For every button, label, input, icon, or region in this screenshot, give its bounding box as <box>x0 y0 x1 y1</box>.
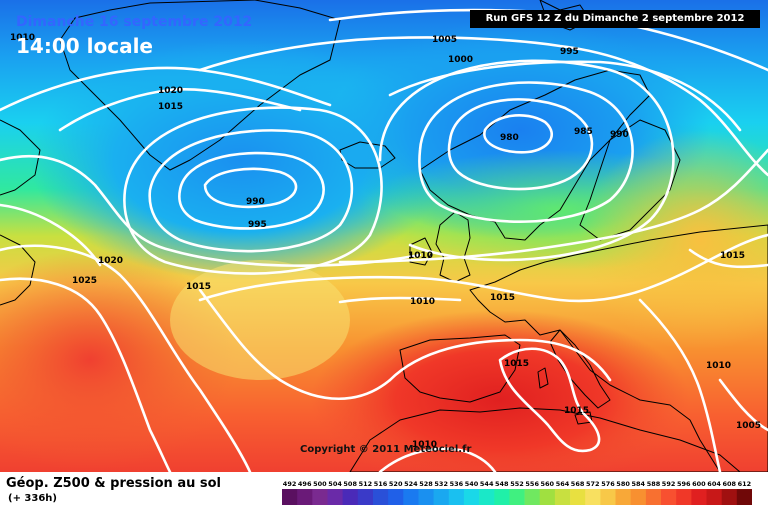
scale-swatch <box>721 489 738 505</box>
scale-tick-label: 608 <box>723 480 737 488</box>
scale-swatch <box>388 489 404 505</box>
isobar-label: 1010 <box>706 361 731 371</box>
scale-tick-label: 564 <box>556 480 570 488</box>
isobar-label: 1005 <box>736 421 761 431</box>
scale-swatch <box>615 489 631 505</box>
scale-tick-label: 540 <box>465 480 479 488</box>
isobar-label: 990 <box>610 130 629 140</box>
scale-swatch <box>312 489 328 505</box>
legend-bar: Géop. Z500 & pression au sol (+ 336h) 49… <box>0 472 768 512</box>
scale-tick-label: 612 <box>738 480 752 488</box>
scale-tick-label: 492 <box>283 480 297 488</box>
legend-subtitle: (+ 336h) <box>8 493 57 504</box>
isobar-label: 985 <box>574 127 593 137</box>
isobar-labels: 1010 1005 995 1000 1020 1015 980 985 990… <box>10 33 761 450</box>
scale-swatch <box>509 489 525 505</box>
isobar-label: 1015 <box>490 293 515 303</box>
scale-tick-label: 536 <box>450 480 464 488</box>
scale-tick-label: 528 <box>419 480 433 488</box>
scale-swatch <box>373 489 389 505</box>
scale-tick-label: 496 <box>298 480 312 488</box>
scale-swatch <box>630 489 647 505</box>
scale-tick-label: 604 <box>707 480 721 488</box>
isobar-label: 995 <box>560 47 579 57</box>
isobars <box>0 8 768 472</box>
scale-swatch <box>706 489 722 505</box>
isobar-label: 1015 <box>186 282 211 292</box>
scale-swatch <box>600 489 616 505</box>
isobar-label: 1020 <box>98 256 123 266</box>
scale-tick-label: 588 <box>647 480 661 488</box>
scale-swatch <box>494 489 510 505</box>
scale-swatch <box>691 489 707 505</box>
scale-swatch <box>418 489 434 505</box>
scale-swatch <box>479 489 495 505</box>
scale-swatch <box>282 489 298 505</box>
isobar-label: 1020 <box>158 86 183 96</box>
isobar-label: 1015 <box>564 406 589 416</box>
scale-tick-label: 580 <box>616 480 630 488</box>
scale-tick-label: 552 <box>510 480 524 488</box>
scale-swatch <box>463 489 480 505</box>
scale-tick-label: 532 <box>434 480 448 488</box>
forecast-date: Dimanche 16 septembre 2012 <box>16 14 253 30</box>
isobar-label: 1010 <box>408 251 433 261</box>
scale-swatch <box>403 489 419 505</box>
scale-swatch <box>736 489 752 505</box>
scale-swatch <box>327 489 343 505</box>
model-run-label: Run GFS 12 Z du Dimanche 2 septembre 201… <box>470 10 760 28</box>
scale-swatch <box>433 489 450 505</box>
isobar-label: 1010 <box>412 440 437 450</box>
scale-tick-label: 592 <box>662 480 676 488</box>
isobar-label: 1010 <box>10 33 35 43</box>
scale-tick-label: 504 <box>328 480 342 488</box>
scale-tick-label: 516 <box>374 480 388 488</box>
isobar-label: 1000 <box>448 55 473 65</box>
scale-tick-label: 600 <box>692 480 706 488</box>
isobar-label: 1015 <box>720 251 745 261</box>
scale-tick-label: 576 <box>601 480 615 488</box>
scale-swatch <box>645 489 662 505</box>
scale-swatch <box>524 489 541 505</box>
isobar-label: 990 <box>246 197 265 207</box>
scale-swatch <box>676 489 692 505</box>
scale-tick-label: 512 <box>359 480 373 488</box>
scale-tick-label: 596 <box>677 480 691 488</box>
scale-tick-label: 508 <box>343 480 357 488</box>
scale-tick-label: 584 <box>632 480 646 488</box>
scale-swatch <box>297 489 313 505</box>
scale-swatch <box>342 489 359 505</box>
scale-tick-label: 556 <box>525 480 539 488</box>
geopotential-field <box>0 0 768 472</box>
scale-swatch <box>585 489 601 505</box>
forecast-local-time: 14:00 locale <box>16 34 153 58</box>
scale-tick-label: 572 <box>586 480 600 488</box>
scale-swatch <box>357 489 374 505</box>
scale-tick-label: 568 <box>571 480 585 488</box>
isobar-label: 1015 <box>504 359 529 369</box>
isobar-label: 1015 <box>158 102 183 112</box>
forecast-map: 1010 1005 995 1000 1020 1015 980 985 990… <box>0 0 768 472</box>
copyright-text: Copyright © 2011 Meteociel.fr <box>300 444 472 455</box>
scale-tick-label: 548 <box>495 480 509 488</box>
scale-tick-label: 544 <box>480 480 494 488</box>
isobar-label: 1010 <box>410 297 435 307</box>
scale-tick-label: 500 <box>313 480 327 488</box>
scale-swatch <box>661 489 677 505</box>
isobar-label: 995 <box>248 220 267 230</box>
scale-swatch <box>448 489 465 505</box>
isobar-label: 1025 <box>72 276 97 286</box>
scale-tick-label: 520 <box>389 480 403 488</box>
scale-swatch <box>570 489 586 505</box>
scale-tick-label: 524 <box>404 480 418 488</box>
scale-tick-label: 560 <box>541 480 555 488</box>
scale-swatch <box>539 489 556 505</box>
legend-title: Géop. Z500 & pression au sol <box>6 476 221 491</box>
color-scale: 492 496 500 504 508 512 516 520 524 528 532 536 540 5… <box>282 480 752 505</box>
scale-swatch <box>554 489 571 505</box>
isobar-label: 1005 <box>432 35 457 45</box>
isobar-label: 980 <box>500 133 519 143</box>
